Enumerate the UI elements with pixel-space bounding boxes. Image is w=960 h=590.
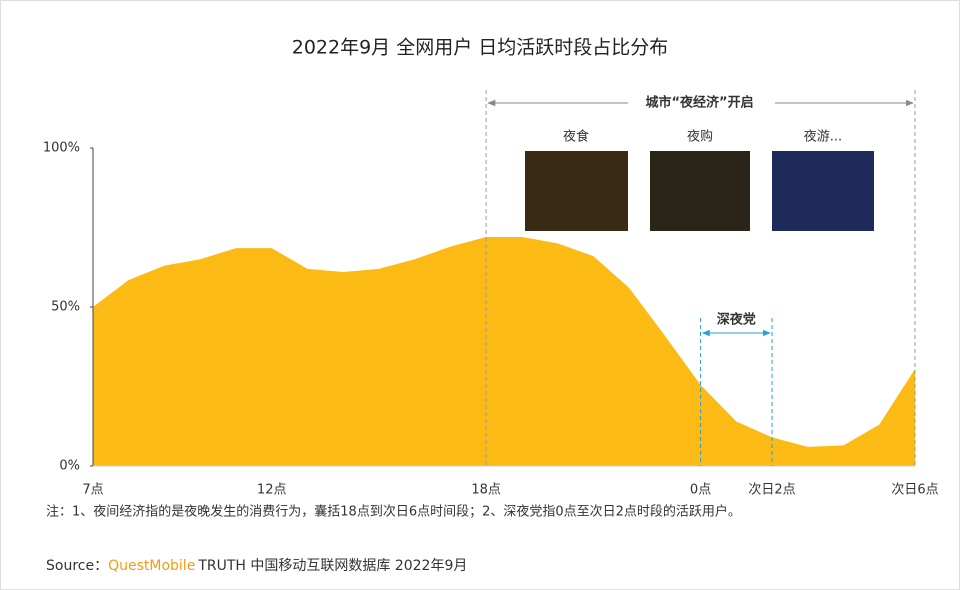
area bbox=[93, 237, 915, 466]
y-tick-label: 0% bbox=[59, 459, 80, 474]
annotation: 夜游... bbox=[804, 130, 842, 145]
note: 注：1、夜间经济指的是夜晚发生的消费行为，囊括18点到次日6点时间段；2、深夜党… bbox=[46, 504, 741, 520]
source: Source：QuestMobile TRUTH 中国移动互联网数据库 2022年… bbox=[46, 558, 467, 574]
x-tick-label: 18点 bbox=[471, 483, 501, 498]
annotation: 城市“夜经济”开启 bbox=[646, 95, 754, 111]
x-tick-label: 0点 bbox=[690, 483, 711, 498]
photo-shopping bbox=[650, 151, 750, 231]
y-tick-label: 50% bbox=[51, 300, 80, 315]
annotation: 夜购 bbox=[687, 129, 713, 145]
photo-food bbox=[525, 151, 628, 231]
x-tick-label: 7点 bbox=[82, 483, 103, 498]
source-text: TRUTH 中国移动互联网数据库 2022年9月 bbox=[197, 558, 467, 574]
photo-tour bbox=[772, 151, 874, 231]
source-label: Source： bbox=[46, 558, 108, 574]
y-tick-label: 100% bbox=[43, 141, 80, 156]
x-tick-label: 次日6点 bbox=[891, 482, 938, 498]
annotation: 深夜党 bbox=[717, 312, 756, 328]
annotation: 夜食 bbox=[563, 129, 589, 145]
source-brand: QuestMobile bbox=[108, 558, 195, 574]
x-tick-label: 12点 bbox=[257, 483, 287, 498]
x-tick-label: 次日2点 bbox=[748, 482, 795, 498]
chart-title: 2022年9月 全网用户 日均活跃时段占比分布 bbox=[292, 37, 669, 59]
